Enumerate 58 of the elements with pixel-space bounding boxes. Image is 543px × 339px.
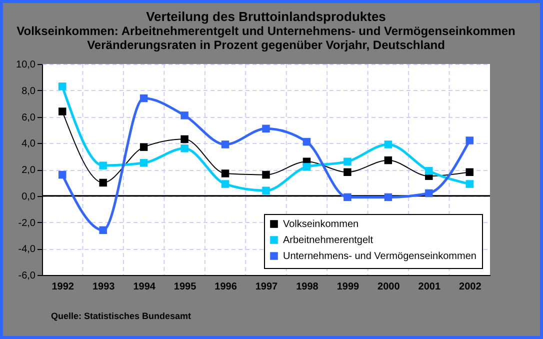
y-tick-label: 6,0 [22, 112, 36, 124]
point [140, 159, 148, 167]
point [180, 112, 188, 120]
point [466, 136, 474, 144]
point [99, 178, 107, 187]
y-tick-label: 4,0 [22, 138, 36, 150]
point [221, 170, 230, 178]
point [262, 186, 270, 194]
x-tick-label: 1996 [214, 282, 238, 292]
y-tick-label: 2,0 [22, 165, 36, 176]
point [384, 156, 392, 164]
point [344, 168, 352, 176]
point [302, 162, 311, 171]
text: Veränderungsraten in Prozent gegenüber Vorjahr, Deutschland [87, 38, 445, 52]
x-tick-label: 1995 [174, 282, 197, 292]
point [466, 180, 474, 188]
x-tick-label: 1998 [296, 282, 319, 292]
legend-label: Volkseinkommen [283, 219, 359, 230]
point [221, 180, 230, 188]
x-tick-label: 1999 [336, 282, 360, 292]
legend-label: Unternehmens- und Vermögenseinkommen [283, 251, 476, 262]
x-tick-label: 1992 [52, 282, 74, 292]
point [221, 140, 230, 148]
point [180, 144, 188, 152]
point [180, 135, 188, 144]
source-note: Quelle: Statistisches Bundesamt [51, 311, 192, 321]
point [384, 193, 392, 202]
legend-label: Arbeitnehmerentgelt [283, 235, 374, 246]
y-tick-label: 10,0 [16, 60, 36, 70]
point [344, 158, 352, 166]
x-tick-label: 1994 [133, 282, 156, 292]
y-tick-label: -6,0 [18, 270, 36, 282]
y-tick-label: -4,0 [18, 244, 36, 256]
x-tick-label: 2000 [378, 282, 400, 292]
point [466, 168, 474, 176]
point [344, 193, 352, 202]
point [302, 138, 311, 146]
x-tick-label: 1997 [255, 282, 278, 292]
x-tick-label: 2002 [459, 282, 482, 292]
point [384, 140, 392, 148]
x-tick-label: 1993 [92, 282, 116, 292]
y-tick-label: -2,0 [18, 218, 36, 229]
point [262, 124, 270, 132]
y-tick-label: 8,0 [22, 86, 36, 97]
point [58, 170, 66, 179]
point [99, 162, 107, 170]
point [425, 189, 433, 198]
chart-title: Verteilung des Bruttoinlandsproduktes [146, 9, 386, 24]
point [99, 226, 107, 234]
y-tick-label: 0,0 [22, 191, 36, 202]
point [140, 94, 148, 102]
point [58, 82, 66, 90]
chart-subtitle: Volkseinkommen: Arbeitnehmerentgelt und Unternehmens- und Vermögenseinkommen [16, 24, 516, 38]
point [140, 143, 148, 151]
x-tick-label: 2001 [418, 282, 441, 292]
point [262, 170, 270, 179]
point [425, 166, 433, 175]
point [58, 108, 66, 116]
